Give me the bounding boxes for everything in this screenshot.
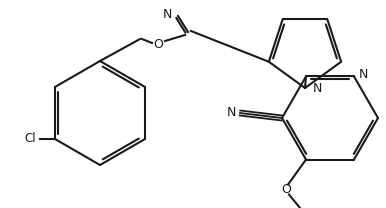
Text: N: N bbox=[313, 82, 322, 94]
Text: O: O bbox=[153, 37, 163, 51]
Text: Cl: Cl bbox=[24, 132, 36, 146]
Text: N: N bbox=[163, 7, 172, 21]
Text: N: N bbox=[359, 68, 368, 81]
Text: O: O bbox=[281, 183, 291, 196]
Text: N: N bbox=[227, 105, 236, 119]
